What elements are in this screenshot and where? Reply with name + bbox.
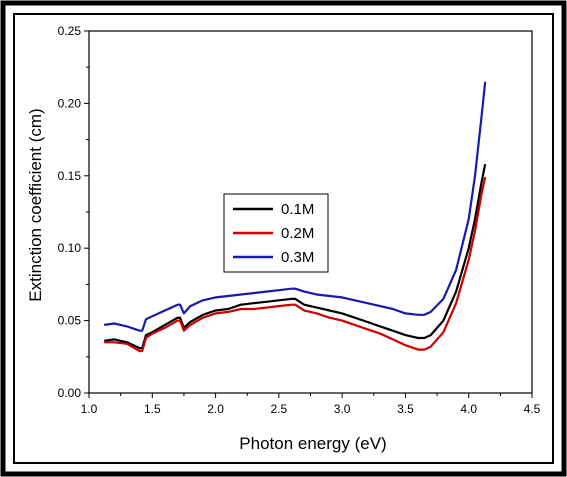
y-tick-label: 0.10 (58, 241, 82, 255)
y-axis-label: Extinction coefficient (cm) (26, 108, 45, 301)
series-line-0.2M (104, 176, 487, 353)
x-tick-label: 2.5 (271, 402, 288, 416)
legend-label: 0.3M (281, 249, 314, 266)
axes: 1.0 1.5 2.0 2.5 3.0 3.5 4.0 4.5 0.00 0.05 0.10 0.15… (58, 24, 541, 416)
x-tick-label: 1.5 (144, 402, 161, 416)
inner-border (13, 13, 554, 464)
x-tick-label: 4.0 (460, 402, 477, 416)
x-tick-label: 3.5 (397, 402, 414, 416)
x-tick-label: 4.5 (524, 402, 541, 416)
x-axis-label: Photon energy (eV) (239, 434, 386, 453)
legend-label: 0.1M (281, 201, 314, 218)
x-tick-label: 1.0 (81, 402, 98, 416)
series-layer (104, 81, 487, 353)
x-tick-label: 2.0 (207, 402, 224, 416)
y-tick-label: 0.25 (58, 24, 82, 38)
y-tick-label: 0.05 (58, 314, 82, 328)
legend: 0.1M 0.2M 0.3M (223, 193, 329, 273)
y-tick-label: 0.15 (58, 169, 82, 183)
series-line-0.1M (104, 163, 487, 350)
y-tick-label: 0.20 (58, 96, 82, 110)
series-line-0.3M (104, 81, 487, 332)
y-tick-label: 0.00 (58, 386, 82, 400)
legend-label: 0.2M (281, 225, 314, 242)
x-tick-label: 3.0 (334, 402, 351, 416)
